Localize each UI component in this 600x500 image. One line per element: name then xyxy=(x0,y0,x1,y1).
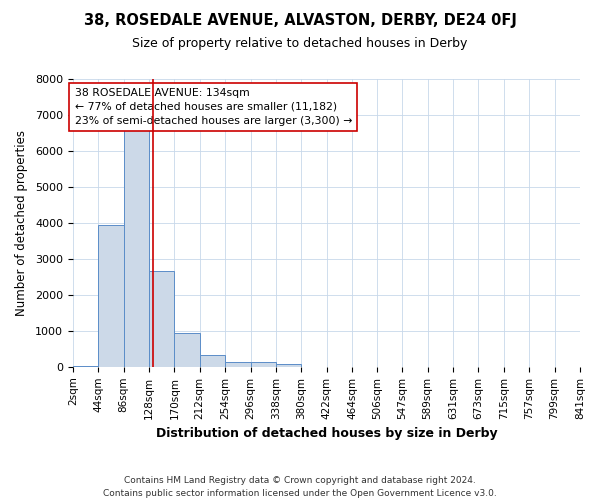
Bar xyxy=(276,364,301,367)
Text: 38 ROSEDALE AVENUE: 134sqm
← 77% of detached houses are smaller (11,182)
23% of : 38 ROSEDALE AVENUE: 134sqm ← 77% of deta… xyxy=(74,88,352,126)
Bar xyxy=(149,272,175,367)
Bar xyxy=(225,362,251,367)
Bar xyxy=(251,362,276,367)
Text: Size of property relative to detached houses in Derby: Size of property relative to detached ho… xyxy=(133,38,467,51)
Bar xyxy=(175,332,200,367)
Text: Contains public sector information licensed under the Open Government Licence v3: Contains public sector information licen… xyxy=(103,489,497,498)
Bar xyxy=(200,355,225,367)
Bar xyxy=(98,224,124,367)
X-axis label: Distribution of detached houses by size in Derby: Distribution of detached houses by size … xyxy=(155,427,497,440)
Bar xyxy=(124,130,149,367)
Text: 38, ROSEDALE AVENUE, ALVASTON, DERBY, DE24 0FJ: 38, ROSEDALE AVENUE, ALVASTON, DERBY, DE… xyxy=(83,12,517,28)
Text: Contains HM Land Registry data © Crown copyright and database right 2024.: Contains HM Land Registry data © Crown c… xyxy=(124,476,476,485)
Y-axis label: Number of detached properties: Number of detached properties xyxy=(15,130,28,316)
